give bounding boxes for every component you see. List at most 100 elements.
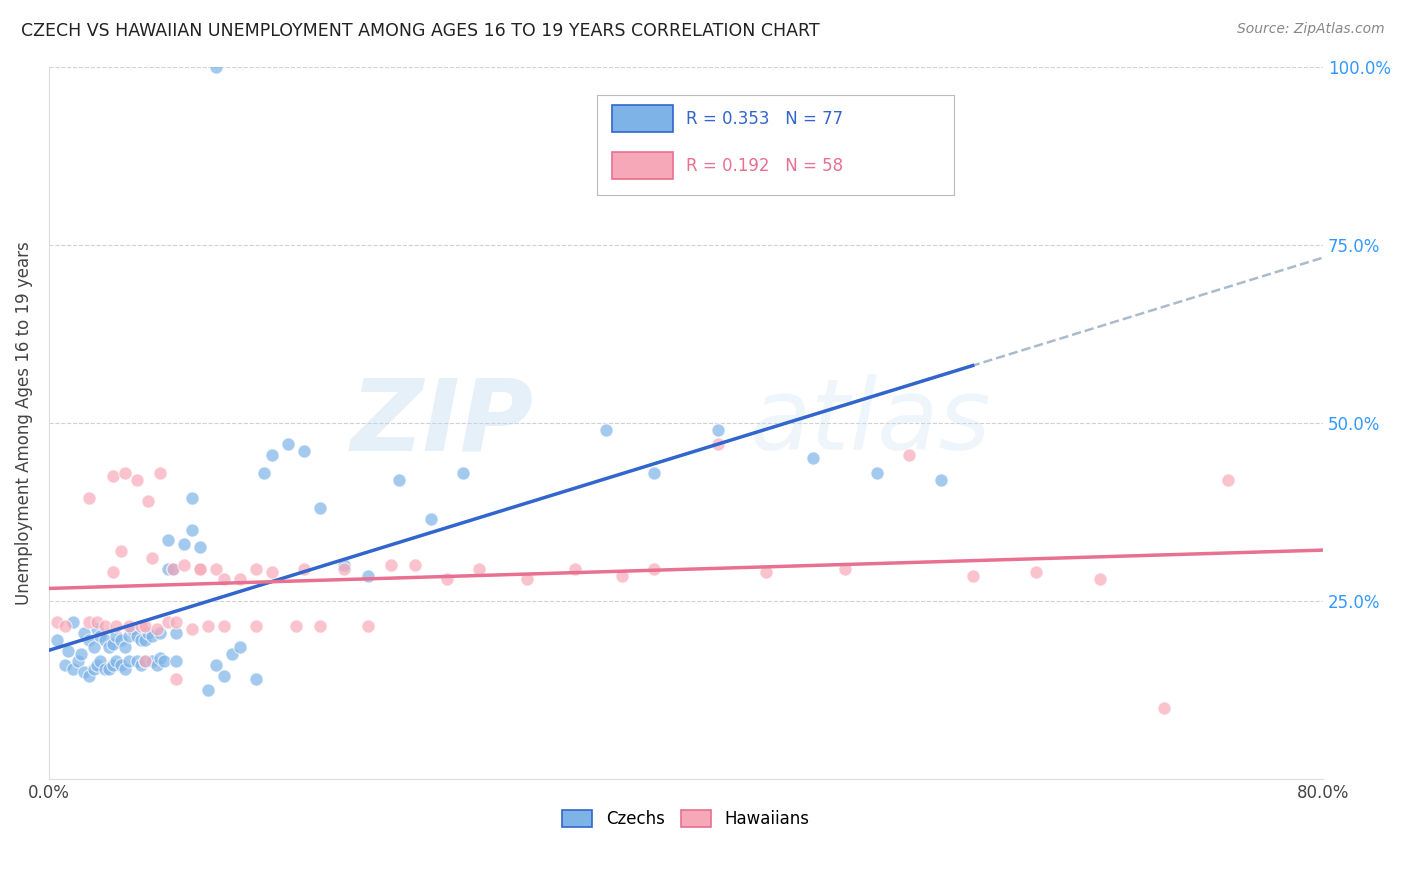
Point	[188, 562, 211, 576]
Legend: Czechs, Hawaiians: Czechs, Hawaiians	[555, 803, 817, 835]
Text: atlas: atlas	[749, 375, 991, 471]
Point	[188, 541, 211, 555]
Point	[181, 491, 204, 505]
Point	[929, 473, 952, 487]
Point	[89, 654, 111, 668]
Point	[134, 654, 156, 668]
Point	[212, 573, 235, 587]
Point	[436, 573, 458, 587]
Point	[45, 615, 67, 630]
Point	[181, 623, 204, 637]
Point	[134, 633, 156, 648]
Point	[101, 469, 124, 483]
Point	[165, 654, 187, 668]
Point	[157, 533, 180, 548]
Point	[356, 619, 378, 633]
Point	[98, 661, 121, 675]
Point	[898, 448, 921, 462]
Point	[1088, 573, 1111, 587]
Point	[62, 661, 84, 675]
Point	[101, 636, 124, 650]
Point	[77, 491, 100, 505]
Point	[516, 573, 538, 587]
Point	[221, 647, 243, 661]
Point	[73, 626, 96, 640]
Text: R = 0.192   N = 58: R = 0.192 N = 58	[686, 157, 844, 175]
Point	[308, 501, 330, 516]
Point	[134, 654, 156, 668]
FancyBboxPatch shape	[612, 152, 673, 179]
Point	[141, 630, 163, 644]
Point	[146, 623, 169, 637]
Point	[173, 537, 195, 551]
Point	[260, 566, 283, 580]
Point	[117, 654, 139, 668]
Point	[149, 650, 172, 665]
Point	[114, 466, 136, 480]
Point	[212, 619, 235, 633]
Point	[173, 558, 195, 573]
Point	[643, 562, 665, 576]
Point	[197, 682, 219, 697]
Text: ZIP: ZIP	[350, 375, 533, 471]
Point	[245, 562, 267, 576]
Point	[83, 661, 105, 675]
Point	[131, 633, 153, 648]
Text: Source: ZipAtlas.com: Source: ZipAtlas.com	[1237, 22, 1385, 37]
Point	[162, 562, 184, 576]
Point	[229, 640, 252, 654]
Point	[149, 626, 172, 640]
Point	[93, 633, 115, 648]
Point	[149, 466, 172, 480]
Point	[245, 619, 267, 633]
Point	[420, 512, 443, 526]
Point	[292, 444, 315, 458]
Point	[104, 630, 127, 644]
Point	[205, 562, 228, 576]
Point	[141, 551, 163, 566]
Point	[388, 473, 411, 487]
Point	[131, 619, 153, 633]
Point	[1153, 700, 1175, 714]
Point	[117, 630, 139, 644]
Point	[260, 448, 283, 462]
Point	[77, 633, 100, 648]
Point	[141, 654, 163, 668]
Point	[69, 647, 91, 661]
Point	[188, 562, 211, 576]
Point	[755, 566, 778, 580]
Point	[73, 665, 96, 679]
Point	[110, 633, 132, 648]
Text: R = 0.353   N = 77: R = 0.353 N = 77	[686, 110, 844, 128]
Point	[292, 562, 315, 576]
Point	[564, 562, 586, 576]
Point	[197, 619, 219, 633]
Point	[643, 466, 665, 480]
Point	[93, 619, 115, 633]
Point	[707, 423, 730, 437]
Point	[229, 573, 252, 587]
Point	[125, 473, 148, 487]
Point	[121, 623, 143, 637]
Point	[205, 60, 228, 74]
Point	[165, 672, 187, 686]
Point	[89, 630, 111, 644]
Point	[277, 437, 299, 451]
Point	[332, 558, 354, 573]
Point	[62, 615, 84, 630]
Point	[165, 615, 187, 630]
Point	[834, 562, 856, 576]
Point	[1216, 473, 1239, 487]
Point	[45, 633, 67, 648]
Point	[157, 562, 180, 576]
Point	[101, 657, 124, 672]
Point	[157, 615, 180, 630]
Point	[212, 668, 235, 682]
Point	[181, 523, 204, 537]
Point	[595, 423, 617, 437]
Point	[451, 466, 474, 480]
Point	[803, 451, 825, 466]
Point	[1025, 566, 1047, 580]
FancyBboxPatch shape	[612, 105, 673, 132]
Point	[404, 558, 426, 573]
